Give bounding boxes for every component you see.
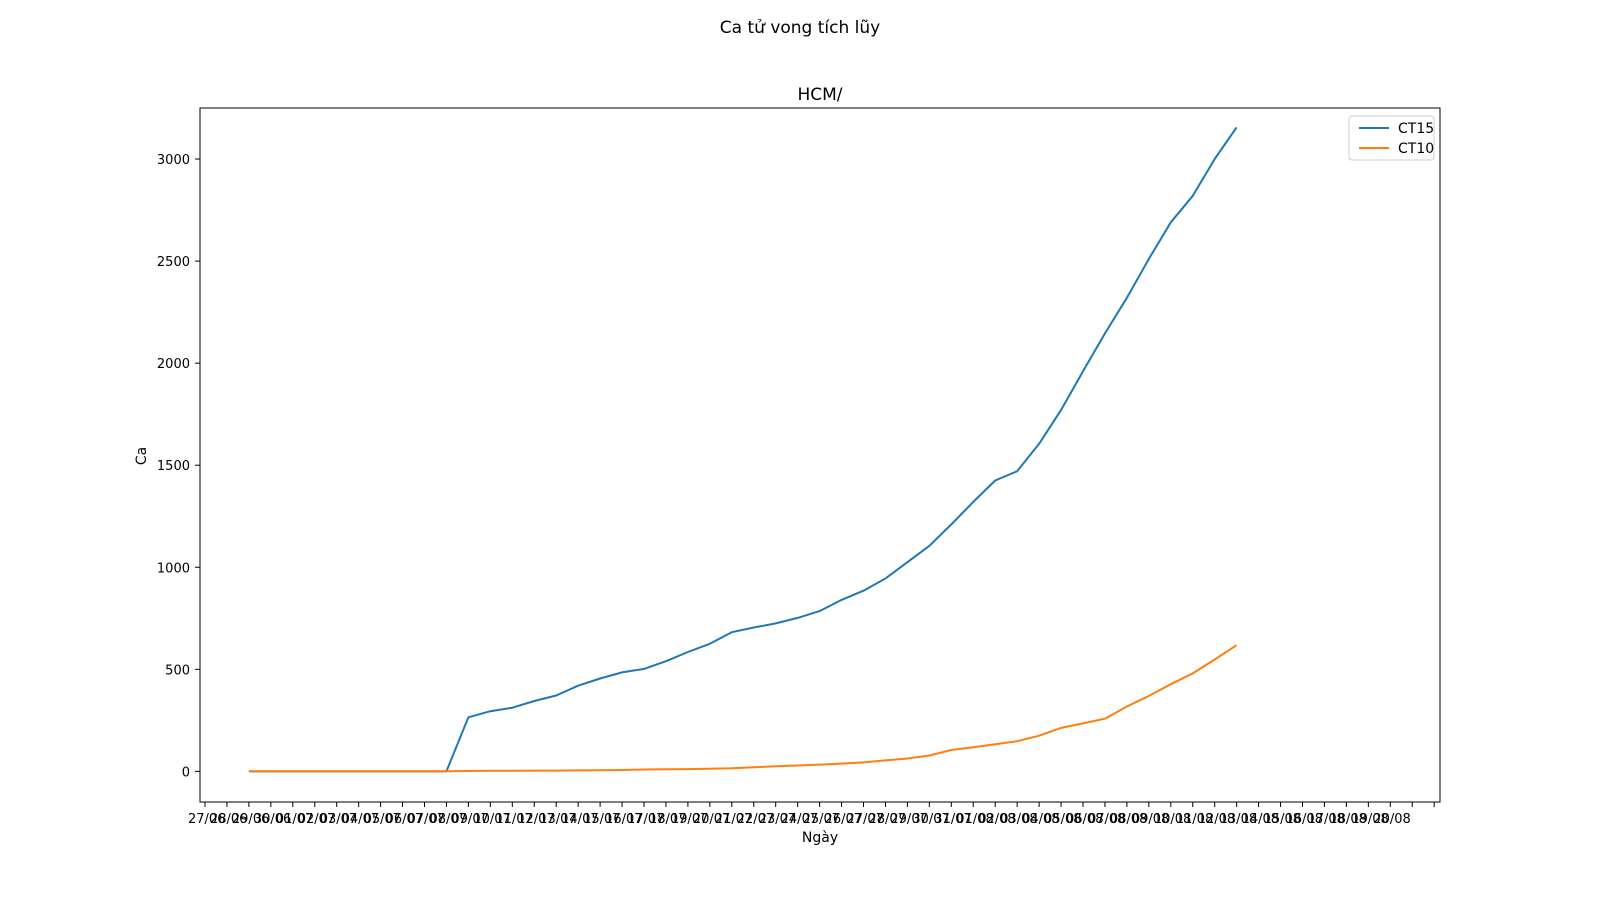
x-tick-label: 09/08 — [1132, 812, 1169, 827]
x-tick-label: 03/07 — [320, 812, 357, 827]
x-tick-label: 02/07 — [298, 812, 335, 827]
y-tick-label: 500 — [165, 663, 190, 678]
x-tick-label: 25/07 — [803, 812, 840, 827]
x-tick-label: 07/07 — [408, 812, 445, 827]
x-tick-label: 19/07 — [671, 812, 708, 827]
legend-label-ct15: CT15 — [1398, 121, 1434, 137]
y-tick-label: 2000 — [157, 357, 190, 372]
x-tick-label: 04/07 — [342, 812, 379, 827]
y-axis: 0 500 1000 1500 2000 2500 3000 — [157, 153, 200, 780]
x-tick-label: 14/07 — [561, 812, 598, 827]
x-axis: 27/0628/0629/0630/0601/0702/0703/0704/07… — [188, 802, 1435, 827]
x-tick-label: 15/08 — [1264, 812, 1301, 827]
series-line-ct15 — [248, 126, 1238, 773]
x-tick-label: 01/07 — [276, 812, 313, 827]
legend-label-ct10: CT10 — [1398, 141, 1434, 157]
x-tick-label: 19/08 — [1351, 812, 1388, 827]
x-tick-label: 27/07 — [847, 812, 884, 827]
x-tick-label: 26/07 — [825, 812, 862, 827]
x-tick-label: 06/08 — [1066, 812, 1103, 827]
x-tick-label: 16/08 — [1286, 812, 1323, 827]
series-line-ct10 — [248, 644, 1238, 773]
y-tick-label: 1000 — [157, 561, 190, 576]
x-tick-label: 22/07 — [737, 812, 774, 827]
x-tick-label: 16/07 — [605, 812, 642, 827]
x-tick-label: 29/06 — [232, 812, 269, 827]
x-tick-label: 13/08 — [1220, 812, 1257, 827]
x-tick-label: 03/08 — [1000, 812, 1037, 827]
legend: CT15 CT10 — [1348, 115, 1435, 161]
x-tick-label: 07/08 — [1088, 812, 1125, 827]
y-tick-label: 1500 — [157, 459, 190, 474]
x-tick-label: 05/08 — [1044, 812, 1081, 827]
x-tick-label: 17/07 — [627, 812, 664, 827]
x-tick-label: 28/07 — [868, 812, 905, 827]
x-tick-label: 21/07 — [715, 812, 752, 827]
x-tick-label: 10/08 — [1154, 812, 1191, 827]
x-tick-label: 06/07 — [386, 812, 423, 827]
x-tick-label: 30/07 — [912, 812, 949, 827]
x-tick-label: 23/07 — [759, 812, 796, 827]
x-tick-label: 02/08 — [978, 812, 1015, 827]
y-axis-label: Ca — [134, 447, 150, 465]
x-axis-label: Ngày — [802, 830, 838, 846]
x-tick-label: 30/06 — [254, 812, 291, 827]
x-tick-label: 31/07 — [934, 812, 971, 827]
x-tick-label: 12/07 — [517, 812, 554, 827]
y-tick-label: 0 — [182, 765, 190, 780]
chart-title: HCM/ — [797, 85, 842, 105]
x-tick-label: 05/07 — [364, 812, 401, 827]
x-tick-label: 29/07 — [890, 812, 927, 827]
x-tick-label: 20/07 — [693, 812, 730, 827]
x-tick-label: 08/08 — [1110, 812, 1147, 827]
x-tick-label: 28/06 — [210, 812, 247, 827]
x-tick-label: 18/07 — [649, 812, 686, 827]
x-tick-label: 17/08 — [1307, 812, 1344, 827]
figure-title: Ca tử vong tích lũy — [720, 18, 880, 38]
x-tick-label: 13/07 — [539, 812, 576, 827]
x-tick-label: 12/08 — [1198, 812, 1235, 827]
x-tick-label: 04/08 — [1022, 812, 1059, 827]
x-tick-label: 24/07 — [781, 812, 818, 827]
x-tick-label: 27/06 — [188, 812, 225, 827]
x-tick-label: 20/08 — [1373, 812, 1410, 827]
x-tick-label: 11/07 — [495, 812, 532, 827]
plot-lines — [248, 126, 1238, 773]
x-tick-label: 11/08 — [1176, 812, 1213, 827]
x-tick-label: 18/08 — [1329, 812, 1366, 827]
y-tick-label: 3000 — [157, 153, 190, 168]
x-tick-label: 15/07 — [583, 812, 620, 827]
x-tick-label: 10/07 — [473, 812, 510, 827]
x-tick-label: 09/07 — [451, 812, 488, 827]
x-tick-label: 01/08 — [956, 812, 993, 827]
x-tick-label: 08/07 — [429, 812, 466, 827]
plot-area — [199, 107, 1441, 803]
x-tick-label: 14/08 — [1242, 812, 1279, 827]
y-tick-label: 2500 — [157, 255, 190, 270]
